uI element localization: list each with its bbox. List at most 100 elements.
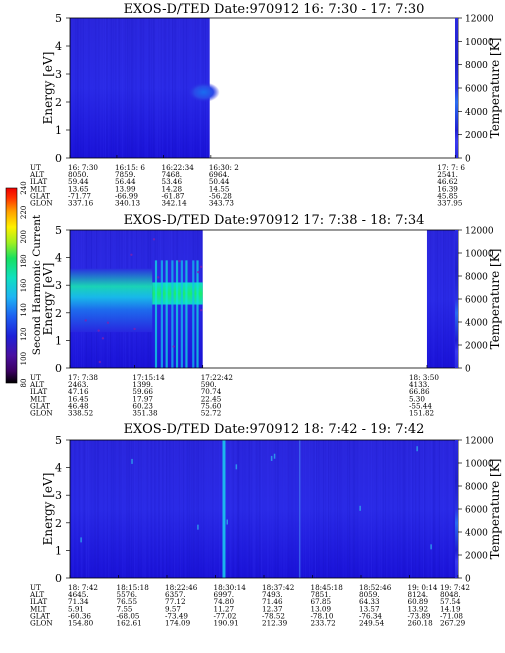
table-cell: 2463.	[68, 380, 89, 389]
table-cell: 13.65	[68, 184, 89, 193]
table-cell: 46.62	[437, 177, 458, 186]
panel-2: EXOS-D/TED Date:970912 17: 7:38 - 18: 7:…	[29, 213, 502, 418]
y2-tick-label: 10000	[465, 250, 494, 260]
colorbar-tick-label: 80	[20, 379, 28, 388]
y2-tick-label: 12000	[465, 15, 494, 25]
table-cell: 19: 0:14	[408, 583, 438, 592]
table-cell: 154.80	[68, 619, 94, 628]
table-cell: 60.23	[132, 401, 153, 410]
table-cell: 14.19	[440, 604, 461, 613]
table-cell: 18:15:18	[117, 583, 150, 592]
table-cell: -60.36	[68, 611, 91, 620]
panels: EXOS-D/TED Date:970912 16: 7:30 - 17: 7:…	[29, 2, 502, 628]
y-axis-label: Energy [eV]	[41, 52, 55, 125]
table-cell: 8048.	[440, 590, 461, 599]
temperature-strip	[455, 440, 458, 578]
y2-tick-label: 10000	[465, 38, 494, 48]
table-cell: 2541.	[437, 170, 458, 179]
y2-tick-label: 0	[465, 365, 471, 375]
table-cell: 56.44	[115, 177, 136, 186]
table-cell: 260.18	[408, 619, 434, 628]
table-cell: 4133.	[409, 380, 430, 389]
colorbar-tick-label: 160	[20, 279, 28, 292]
table-cell: -73.49	[165, 611, 188, 620]
y2-tick-label: 6000	[465, 296, 488, 306]
y2-axis-label: Temperature [K]	[488, 38, 502, 139]
colorbar: 80 100 120 140 160 180 200 220 240 Second Harmon…	[5, 181, 43, 387]
y-tick-label: 3	[55, 68, 62, 81]
table-cell: 14.28	[162, 184, 183, 193]
table-cell: 16.45	[68, 394, 89, 403]
table-row-label: UT	[30, 373, 41, 382]
colorbar-tick-label: 180	[20, 254, 28, 267]
table-cell: 67.85	[311, 597, 332, 606]
table-cell: 212.39	[262, 619, 288, 628]
table-cell: 22.45	[201, 394, 222, 403]
panel-title: EXOS-D/TED Date:970912 17: 7:38 - 18: 7:…	[124, 213, 425, 228]
table-cell: 8124.	[408, 590, 429, 599]
colorbar-gradient	[5, 187, 18, 384]
table-row-label: UT	[30, 163, 41, 172]
table-cell: 18: 7:42	[68, 583, 98, 592]
table-cell: 14.55	[209, 184, 230, 193]
table-cell: 16.39	[437, 184, 458, 193]
table-cell: 8059.	[359, 590, 380, 599]
y-tick-label: 0	[55, 152, 62, 165]
table-cell: 267.29	[440, 619, 466, 628]
table-cell: 5.30	[409, 394, 425, 403]
heatmap-region	[70, 440, 458, 578]
table-cell: 1399.	[132, 380, 153, 389]
table-cell: 18:37:42	[262, 583, 294, 592]
y2-tick-label: 4000	[465, 529, 488, 539]
table-cell: 343.73	[209, 199, 235, 208]
y2-tick-label: 12000	[465, 437, 494, 447]
y-tick-label: 3	[55, 489, 62, 502]
table-cell: 64.33	[359, 597, 380, 606]
table-cell: 151.82	[409, 409, 434, 418]
colorbar-tick-label: 200	[20, 230, 28, 243]
y-tick-label: 4	[55, 252, 62, 265]
table-cell: 46.48	[68, 401, 89, 410]
table-cell: 19: 7:42	[440, 583, 470, 592]
table-cell: -71.08	[440, 611, 463, 620]
table-cell: 338.52	[68, 409, 93, 418]
y2-tick-label: 2000	[465, 131, 488, 141]
colorbar-title: Second Harmonic Current	[31, 214, 43, 355]
y2-tick-label: 2000	[465, 342, 488, 352]
table-row-label: GLON	[30, 619, 53, 628]
table-cell: -55.44	[409, 401, 432, 410]
table-cell: 7.55	[117, 604, 133, 613]
table-cell: 17: 7: 6	[437, 163, 465, 172]
table-cell: -71.77	[68, 191, 91, 200]
y-tick-label: 4	[55, 462, 62, 475]
table-cell: 70.74	[201, 387, 222, 396]
y2-tick-label: 4000	[465, 108, 488, 118]
y2-tick-label: 6000	[465, 85, 488, 95]
table-row-label: ILAT	[30, 387, 47, 396]
table-cell: 77.12	[165, 597, 186, 606]
table-row-label: ALT	[29, 380, 44, 389]
table-cell: 9.57	[165, 604, 181, 613]
table-cell: -78.10	[311, 611, 334, 620]
colorbar-tick-label: 120	[20, 328, 28, 341]
y-tick-label: 5	[55, 12, 62, 25]
table-cell: 71.46	[262, 597, 283, 606]
y2-tick-label: 8000	[465, 273, 488, 283]
y2-tick-label: 6000	[465, 506, 488, 516]
table-cell: 190.91	[214, 619, 239, 628]
table-cell: 16:15: 6	[115, 163, 145, 172]
table-cell: -66.99	[115, 191, 138, 200]
table-cell: 17.97	[132, 394, 153, 403]
colorbar-tick-label: 240	[20, 181, 28, 194]
table-row-label: GLAT	[30, 401, 50, 410]
y-tick-label: 5	[55, 434, 62, 447]
heatmap-region	[426, 230, 458, 368]
table-cell: -76.34	[359, 611, 382, 620]
table-cell: 17:22:42	[201, 373, 233, 382]
table-row-label: GLON	[30, 199, 53, 208]
colorbar-ticks: 80 100 120 140 160 180 200 220 240	[20, 181, 28, 387]
table-cell: 50.44	[209, 177, 230, 186]
table-cell: 5576.	[117, 590, 138, 599]
